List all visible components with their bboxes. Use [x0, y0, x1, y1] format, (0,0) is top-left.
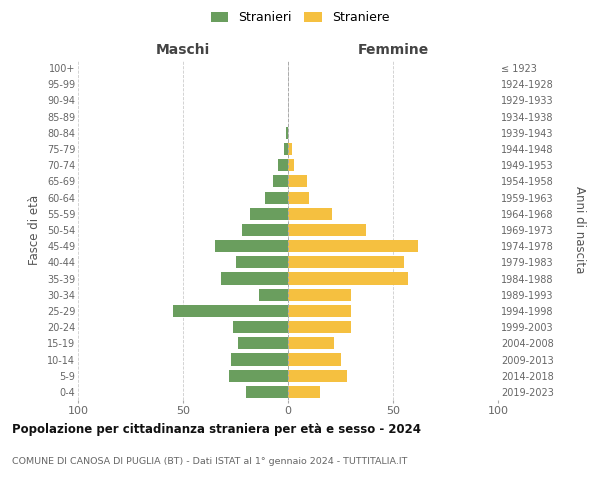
Text: COMUNE DI CANOSA DI PUGLIA (BT) - Dati ISTAT al 1° gennaio 2024 - TUTTITALIA.IT: COMUNE DI CANOSA DI PUGLIA (BT) - Dati I… [12, 458, 407, 466]
Bar [288, 240, 418, 252]
Bar [173, 305, 288, 317]
Bar [235, 256, 288, 268]
Bar [233, 321, 288, 333]
Bar [288, 192, 309, 203]
Bar [288, 272, 408, 284]
Bar [288, 321, 351, 333]
Bar [288, 370, 347, 382]
Y-axis label: Anni di nascita: Anni di nascita [573, 186, 586, 274]
Bar [274, 176, 288, 188]
Bar [232, 354, 288, 366]
Bar [246, 386, 288, 398]
Bar [288, 338, 334, 349]
Bar [286, 127, 288, 139]
Bar [250, 208, 288, 220]
Bar [288, 354, 341, 366]
Bar [259, 288, 288, 301]
Legend: Stranieri, Straniere: Stranieri, Straniere [208, 8, 392, 26]
Bar [288, 176, 307, 188]
Bar [288, 386, 320, 398]
Bar [288, 224, 366, 236]
Bar [288, 305, 351, 317]
Bar [277, 159, 288, 172]
Bar [238, 338, 288, 349]
Bar [221, 272, 288, 284]
Bar [288, 143, 292, 155]
Bar [265, 192, 288, 203]
Bar [215, 240, 288, 252]
Bar [284, 143, 288, 155]
Y-axis label: Fasce di età: Fasce di età [28, 195, 41, 265]
Bar [288, 288, 351, 301]
Bar [288, 159, 295, 172]
Bar [242, 224, 288, 236]
Text: Maschi: Maschi [156, 44, 210, 58]
Bar [288, 208, 332, 220]
Text: Femmine: Femmine [358, 44, 428, 58]
Text: Popolazione per cittadinanza straniera per età e sesso - 2024: Popolazione per cittadinanza straniera p… [12, 422, 421, 436]
Bar [229, 370, 288, 382]
Bar [288, 256, 404, 268]
